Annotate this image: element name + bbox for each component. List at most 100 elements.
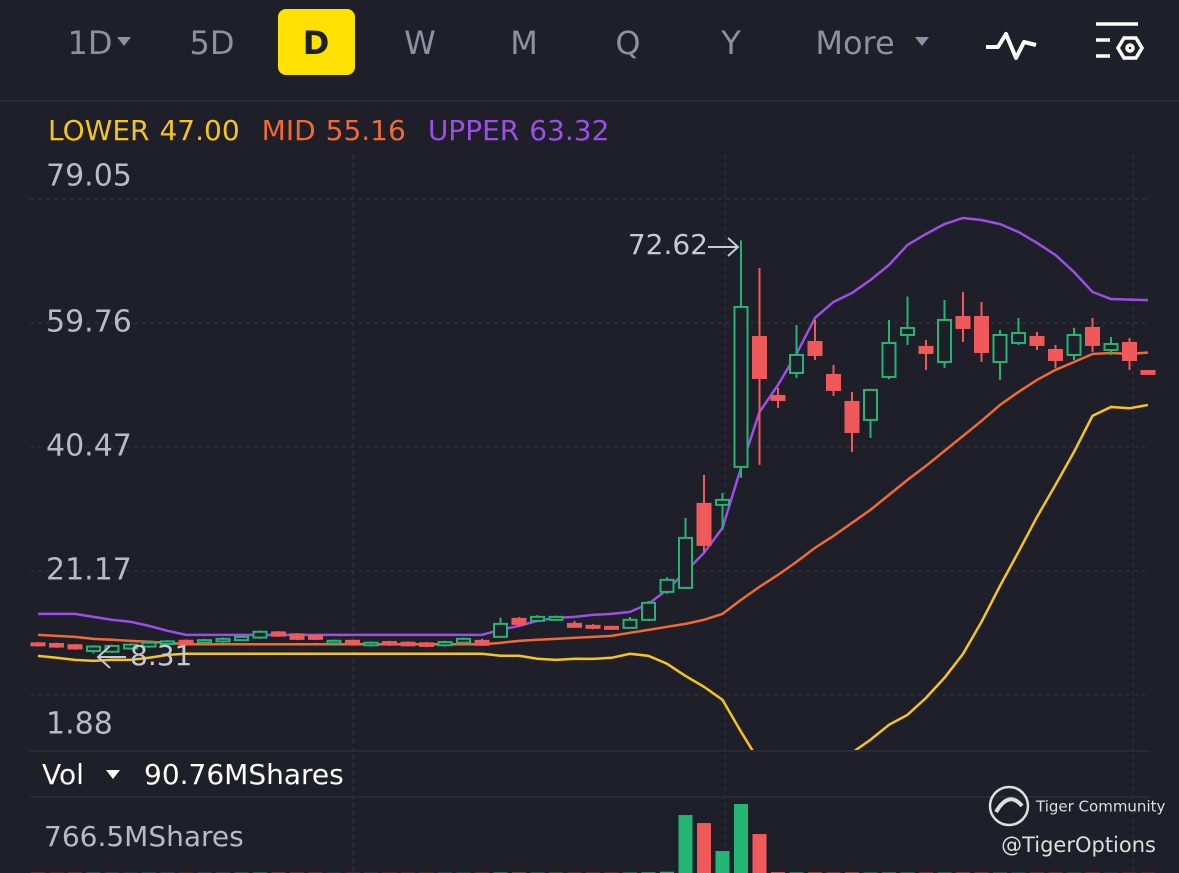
max-arrow [708,237,740,257]
min-label: 8.31 [130,639,192,672]
candle-body [1122,341,1137,361]
bands [37,216,1149,750]
candle-body [1048,348,1063,361]
candle-body [641,601,656,621]
band-line [37,351,1149,646]
tab[interactable]: W [404,24,436,62]
candle-body [419,642,434,647]
candle-body [604,625,619,630]
candle-body [770,394,786,401]
tab-label: Q [615,24,640,62]
legend-name: LOWER [48,114,149,147]
candle-body [363,641,379,647]
tab[interactable]: Q [615,24,640,62]
candle-body [326,639,342,645]
candle-body [437,641,453,647]
candle-body [659,578,675,593]
candle-body [1011,331,1026,344]
tab-label: More [815,24,894,62]
tab[interactable]: 1D [68,24,132,62]
candle-body [215,637,231,643]
watermark-handle: @TigerOptions [1001,833,1156,857]
legend-value: 63.32 [529,114,609,147]
tab-caret [117,37,131,46]
legend-name: UPPER [428,114,519,147]
candle-body [752,335,767,379]
candle-body [1103,342,1119,351]
logo [988,785,1030,827]
volume-name[interactable]: Vol [42,758,84,791]
candle-body [123,643,138,650]
volume-bar [660,871,674,873]
candle-body [548,615,564,621]
candle-body [493,622,508,638]
candle-body [197,639,212,644]
candle-body [715,498,730,506]
candle-body [382,641,397,646]
candle-body [974,315,989,353]
candle-body [807,340,823,356]
indicator-icon[interactable] [986,32,1037,60]
tab-label: M [510,24,538,62]
dropdown-caret [106,770,120,779]
tab-highlight [278,9,355,75]
candle-body [234,635,249,642]
volume-current: 90.76MShares [144,758,344,791]
tab[interactable]: 5D [190,24,235,62]
tab-label: Y [720,24,741,62]
candle-body [955,315,971,329]
candle-body [1085,326,1100,346]
candle-body [530,615,545,622]
candle-body [585,624,601,629]
candle-body [289,633,305,640]
period-tabs: 1D 5D D W M Q Y More [68,9,929,75]
y-tick-label: 59.76 [46,304,132,339]
tab-label: W [404,24,436,62]
candle-body [863,388,878,421]
candle-body [271,631,286,637]
volume-tick-label: 766.5MShares [44,820,244,853]
y-tick-label: 21.17 [46,552,132,587]
candle-body [308,634,323,640]
candle-body [937,318,952,363]
y-tick-label: 79.05 [46,159,132,194]
legend: LOWER 47.00 MID 55.16 UPPER 63.32 [48,114,609,147]
volume-bar [678,815,693,873]
candle-body [789,353,804,374]
candle-body [86,645,101,653]
candle-body [900,326,915,336]
candle-body [141,641,157,648]
tab[interactable]: More [815,24,929,62]
candle-body [1140,369,1156,375]
candle-body [49,642,64,648]
max-label: 72.62 [628,228,708,261]
tab[interactable]: D [278,9,355,75]
volume-bar [752,834,767,873]
candle-body [992,333,1008,363]
legend-name: MID [262,114,316,147]
y-tick-label: 1.88 [46,706,113,741]
candle-body [400,641,416,647]
grid: 79.05 59.76 40.47 21.17 1.88 [30,159,1150,741]
tab-caret [915,37,929,46]
candle-body [918,345,934,354]
candle-body [826,373,841,391]
settings-icon[interactable] [1096,22,1145,60]
tab[interactable]: M [510,24,538,62]
candle-body [678,536,693,589]
volume-bar [734,804,748,873]
candle-body [881,341,897,378]
tab-label: D [303,24,330,62]
tab[interactable]: Y [720,24,741,62]
candle-body [178,639,194,645]
band-line [37,403,1149,750]
volume-bar [697,823,711,873]
candle-body [252,630,268,639]
tab-label: 1D [68,24,113,62]
candle-body [844,400,860,433]
volume-bar [715,851,730,873]
candle-body [30,642,46,647]
candle-body [511,617,527,625]
watermark-brand: Tiger Community [1035,798,1165,816]
candle-body [733,305,749,468]
